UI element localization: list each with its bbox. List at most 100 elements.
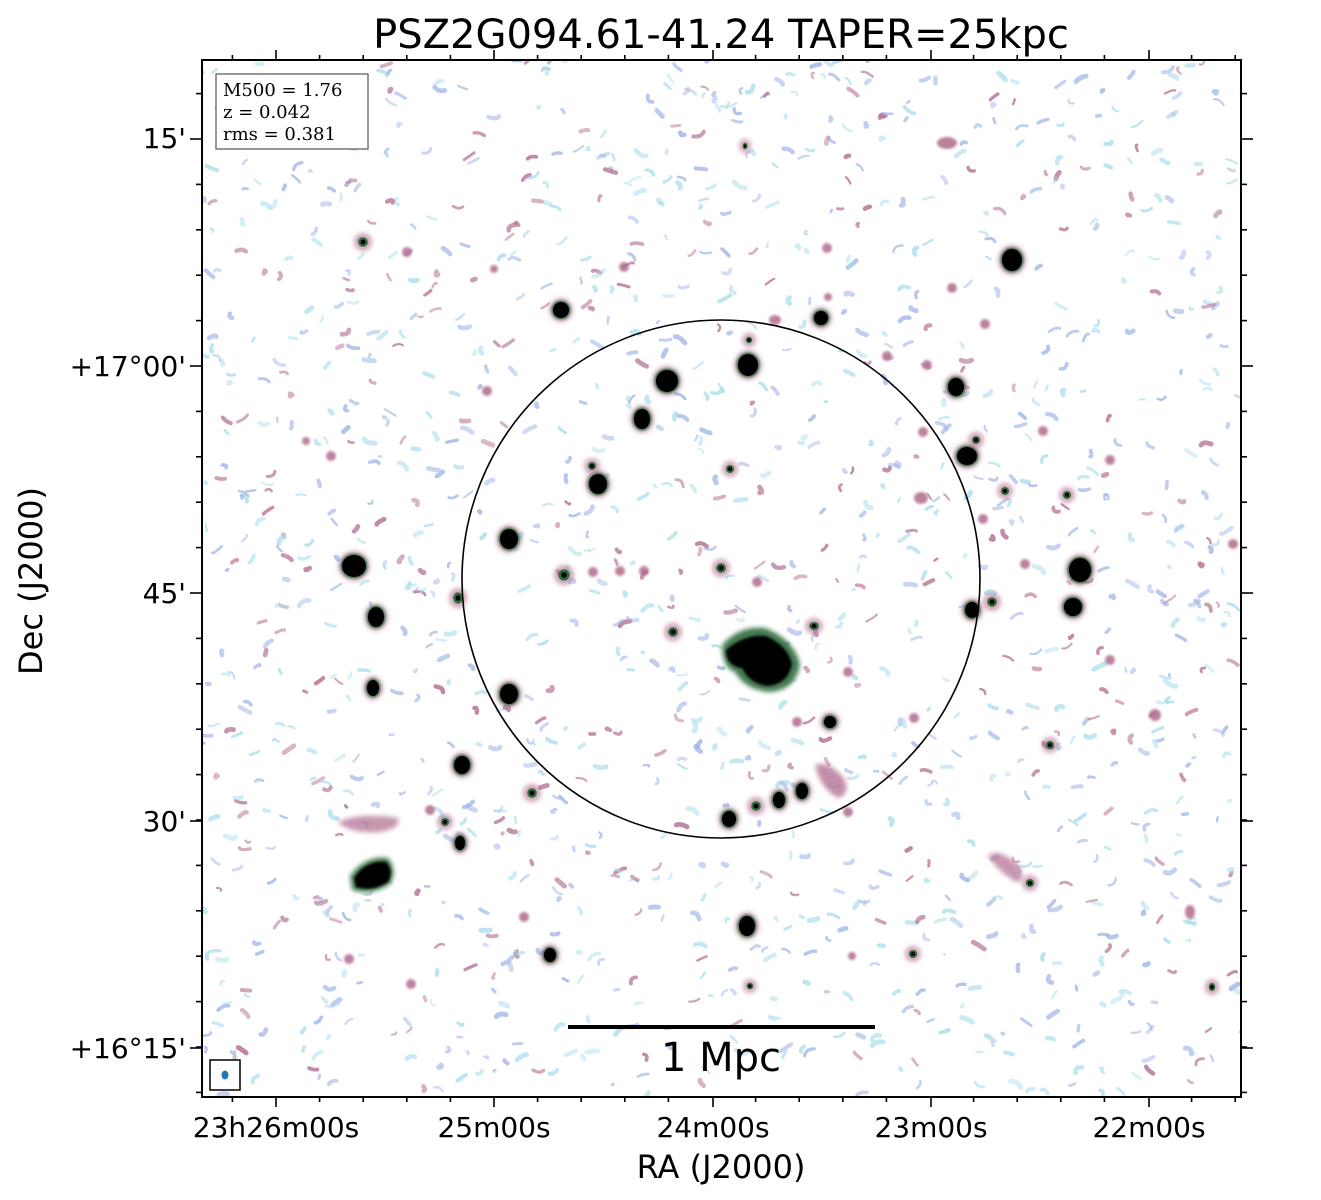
noise-streak [923,877,931,883]
noise-streak [761,764,771,773]
source-core [718,565,724,571]
noise-streak [429,998,437,1007]
noise-streak [1207,544,1214,554]
noise-streak [803,949,818,956]
noise-streak [1087,775,1096,779]
noise-streak [353,182,362,193]
noise-streak [856,349,868,358]
noise-streak [356,980,364,985]
noise-streak [525,154,539,161]
noise-streak [202,733,214,738]
noise-streak [472,705,480,715]
noise-streak [1211,539,1220,547]
noise-streak [311,1049,324,1061]
noise-streak [1172,308,1185,315]
noise-streak [1060,387,1067,398]
noise-streak [951,811,961,821]
noise-streak [364,899,372,902]
noise-streak [334,952,343,962]
noise-streak [426,215,438,221]
noise-streak [1021,725,1029,731]
noise-streak [530,198,544,204]
noise-streak [1201,302,1216,309]
noise-streak [206,333,219,341]
noise-streak [585,145,591,152]
noise-streak [987,703,999,711]
noise-streak [689,483,698,494]
noise-streak [1070,784,1084,790]
noise-streak [660,347,669,359]
noise-streak [625,395,630,403]
noise-streak [748,247,759,256]
noise-streak [765,200,780,209]
bright-source [553,302,569,318]
noise-streak [1076,1023,1081,1033]
noise-streak [1225,158,1238,165]
noise-streak [525,170,540,180]
noise-streak [640,650,646,655]
noise-streak [1054,79,1067,90]
noise-streak [645,93,655,104]
noise-streak [445,1045,452,1054]
noise-streak [383,408,397,417]
noise-streak [823,399,829,404]
noise-streak [519,874,530,883]
noise-streak [385,418,390,427]
noise-streak [380,902,385,907]
noise-streak [613,987,621,992]
faint-source [922,360,932,370]
noise-streak [958,357,975,364]
noise-streak [399,435,407,445]
noise-streak [554,877,567,889]
noise-streak [1126,157,1133,164]
noise-streak [313,898,329,906]
noise-streak [970,939,987,952]
noise-streak [604,726,613,733]
noise-streak [1200,490,1209,500]
noise-streak [1179,772,1187,783]
noise-streak [1228,981,1241,992]
noise-streak [939,764,954,770]
noise-streak [911,245,920,257]
noise-streak [1216,285,1224,295]
noise-streak [809,62,823,70]
noise-streak [431,430,440,442]
noise-streak [731,118,744,124]
noise-streak [915,988,926,996]
noise-streak [413,590,427,597]
noise-streak [749,875,755,882]
noise-streak [398,791,407,796]
noise-streak [802,716,816,725]
noise-streak [209,343,215,354]
faint-source [326,451,336,461]
noise-streak [1028,923,1037,935]
noise-streak [652,862,662,872]
noise-streak [897,284,911,292]
noise-streak [944,570,953,580]
noise-streak [902,105,917,116]
noise-streak [561,976,570,983]
noise-streak [779,781,789,792]
noise-streak [655,424,665,432]
noise-streak [716,726,728,737]
noise-streak [550,204,562,212]
noise-streak [800,434,809,441]
noise-streak [1033,380,1039,390]
noise-streak [1166,539,1176,548]
noise-streak [922,578,936,587]
noise-streak [501,338,516,349]
noise-streak [419,587,427,595]
noise-streak [941,398,947,408]
info-redshift: z = 0.042 [223,102,311,123]
noise-streak [897,315,912,324]
noise-streak [905,99,912,105]
noise-streak [844,76,852,86]
noise-streak [597,194,603,203]
noise-streak [1155,914,1164,925]
noise-streak [384,152,389,158]
noise-streak [244,489,257,493]
noise-streak [1020,932,1027,939]
noise-streak [1173,524,1184,534]
noise-streak [569,618,579,627]
noise-streak [1077,838,1089,844]
